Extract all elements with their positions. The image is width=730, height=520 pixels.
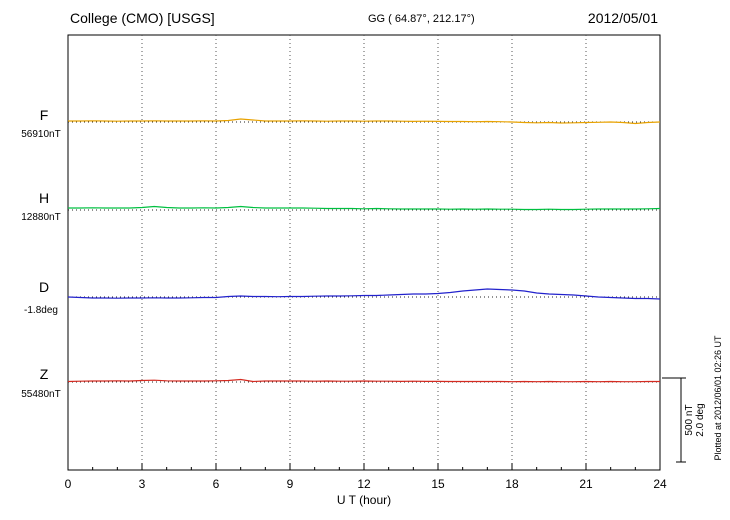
- trace-d: [67, 288, 661, 300]
- series-baseline-f: 56910nT: [21, 129, 60, 140]
- series-label-f: F: [40, 107, 49, 123]
- scale-nt-label: 500 nT: [684, 404, 695, 435]
- x-axis-label: U T (hour): [337, 493, 391, 507]
- x-tick-label: 6: [213, 477, 220, 491]
- x-tick-label: 9: [287, 477, 294, 491]
- trace-layer: [67, 118, 661, 383]
- grid-layer: [141, 35, 587, 470]
- scale-deg-label: 2.0 deg: [695, 403, 706, 436]
- series-baseline-h: 12880nT: [21, 212, 60, 223]
- x-tick-label: 21: [579, 477, 593, 491]
- series-label-d: D: [39, 279, 49, 295]
- series-baseline-d: -1.8deg: [24, 305, 58, 316]
- x-tick-label: 24: [653, 477, 667, 491]
- x-tick-label: 18: [505, 477, 519, 491]
- trace-z: [67, 378, 660, 383]
- series-label-z: Z: [40, 366, 49, 382]
- x-tick-label: 0: [65, 477, 72, 491]
- x-tick-label: 12: [357, 477, 371, 491]
- series-baseline-z: 55480nT: [21, 389, 60, 400]
- tick-layer: 0 3 6 9 12 15 18 21 24: [65, 463, 667, 491]
- station-title: College (CMO) [USGS]: [70, 10, 215, 26]
- plot-border: [67, 34, 661, 471]
- geographic-coordinates: GG ( 64.87°, 212.17°): [368, 13, 475, 25]
- trace-h: [68, 205, 661, 211]
- trace-f: [68, 118, 661, 125]
- x-tick-label: 3: [139, 477, 146, 491]
- plot-date: 2012/05/01: [588, 10, 658, 26]
- plotted-at-note: Plotted at 2012/06/01 02:26 UT: [713, 335, 723, 461]
- series-label-h: H: [39, 190, 49, 206]
- scale-bar: 500 nT 2.0 deg: [662, 377, 706, 463]
- x-tick-label: 15: [431, 477, 445, 491]
